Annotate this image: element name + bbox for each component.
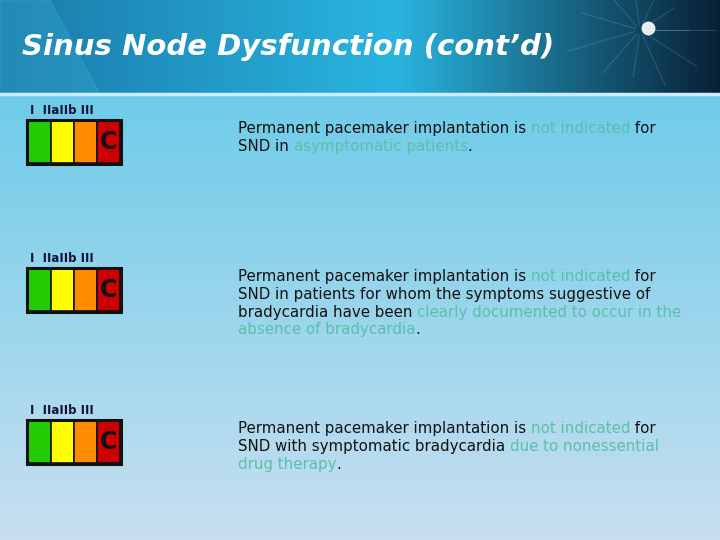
Text: C: C: [100, 130, 117, 154]
Bar: [28, 121, 51, 163]
Text: SND in patients for whom the symptoms suggestive of: SND in patients for whom the symptoms su…: [238, 287, 650, 302]
Text: Permanent pacemaker implantation is: Permanent pacemaker implantation is: [238, 121, 531, 136]
Text: for: for: [631, 421, 656, 436]
Bar: [97, 421, 120, 463]
Text: clearly documented to occur in the: clearly documented to occur in the: [418, 305, 682, 320]
Text: I  IIaIIb III: I IIaIIb III: [30, 104, 94, 117]
Polygon shape: [0, 0, 100, 94]
Bar: [28, 421, 51, 463]
Text: SND with symptomatic bradycardia: SND with symptomatic bradycardia: [238, 439, 510, 454]
Text: not indicated: not indicated: [531, 121, 631, 136]
Text: drug therapy: drug therapy: [238, 457, 336, 471]
Bar: [74, 121, 97, 163]
Bar: [27, 120, 121, 164]
Bar: [51, 269, 74, 311]
Text: asymptomatic patients: asymptomatic patients: [294, 139, 467, 154]
Bar: [97, 121, 120, 163]
Text: C: C: [100, 278, 117, 302]
Text: SND in: SND in: [238, 139, 294, 154]
Bar: [97, 269, 120, 311]
Text: .: .: [415, 322, 420, 338]
Bar: [27, 268, 121, 312]
Text: due to nonessential: due to nonessential: [510, 439, 659, 454]
Text: .: .: [467, 139, 472, 154]
Bar: [51, 121, 74, 163]
Text: .: .: [336, 457, 341, 471]
Point: [642, 24, 654, 32]
Text: absence of bradycardia: absence of bradycardia: [238, 322, 415, 338]
Text: Sinus Node Dysfunction (cont’d): Sinus Node Dysfunction (cont’d): [22, 33, 554, 61]
Text: not indicated: not indicated: [531, 421, 631, 436]
Text: for: for: [631, 121, 656, 136]
Bar: [28, 269, 51, 311]
Text: not indicated: not indicated: [531, 269, 631, 284]
Text: I  IIaIIb III: I IIaIIb III: [30, 404, 94, 417]
Text: Permanent pacemaker implantation is: Permanent pacemaker implantation is: [238, 421, 531, 436]
Text: C: C: [100, 430, 117, 454]
Bar: [74, 421, 97, 463]
Bar: [51, 421, 74, 463]
Bar: [27, 420, 121, 464]
Text: for: for: [631, 269, 656, 284]
Text: bradycardia have been: bradycardia have been: [238, 305, 418, 320]
Text: Permanent pacemaker implantation is: Permanent pacemaker implantation is: [238, 269, 531, 284]
Text: I  IIaIIb III: I IIaIIb III: [30, 252, 94, 265]
Bar: [74, 269, 97, 311]
